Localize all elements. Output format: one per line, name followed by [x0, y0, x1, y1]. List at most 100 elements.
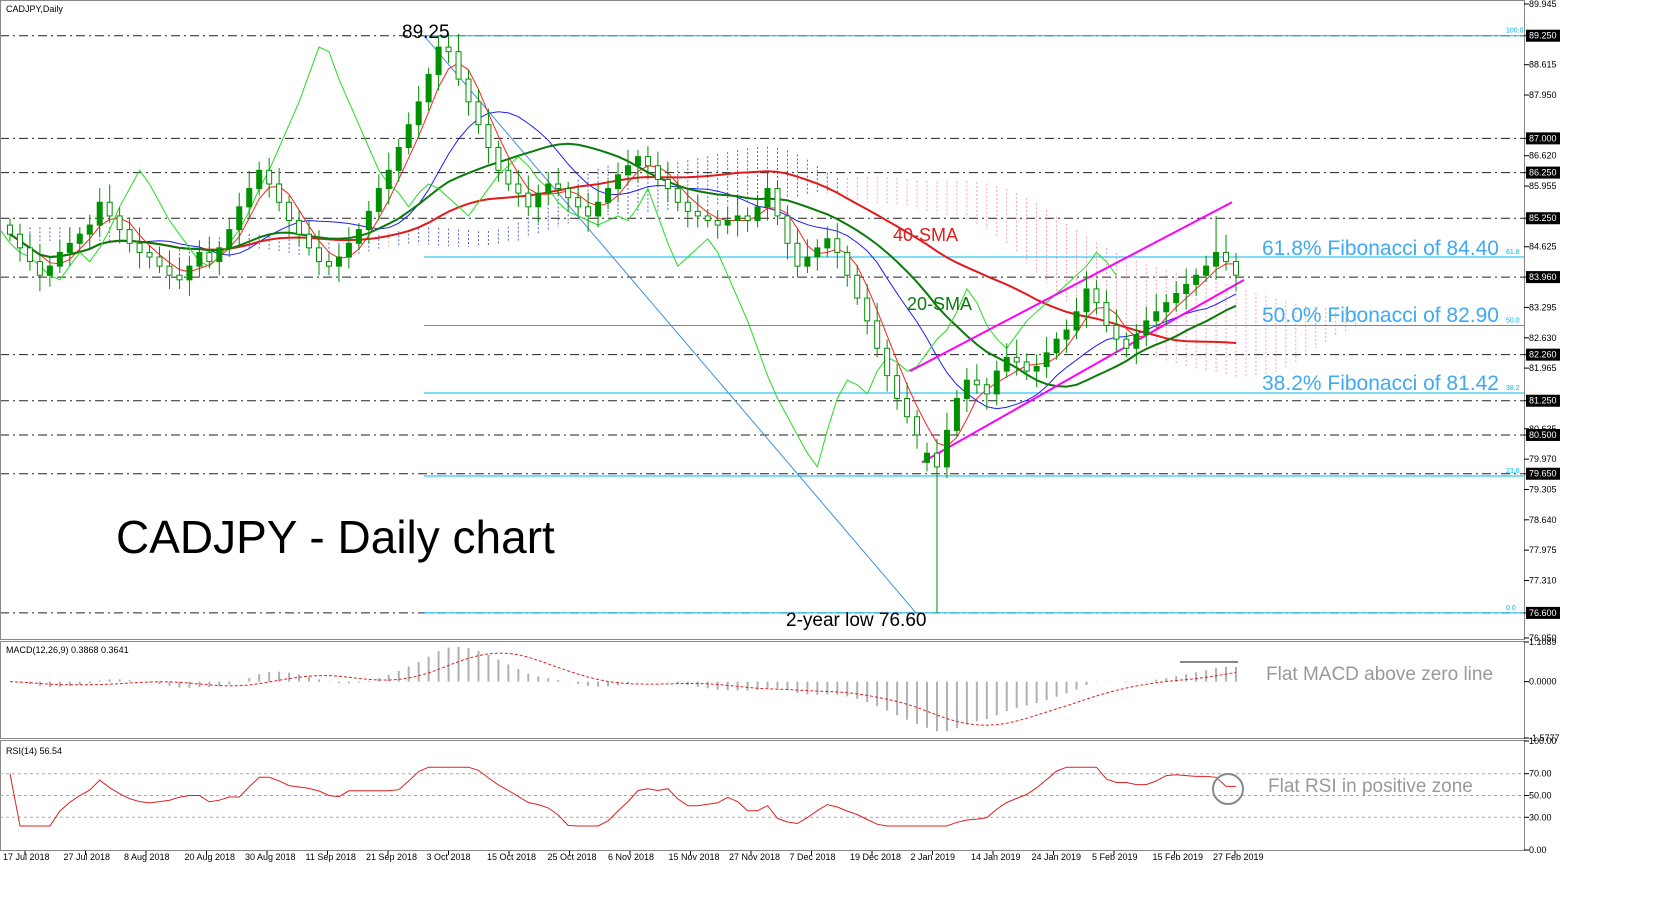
- candle-body: [196, 251, 203, 267]
- y-tick-label: 81.965: [1529, 363, 1557, 373]
- candle-body: [973, 379, 980, 386]
- candle-body: [774, 188, 781, 217]
- candle-body: [365, 210, 372, 231]
- candle-body: [226, 229, 233, 249]
- candle-body: [96, 201, 103, 226]
- y-tick-label: 89.945: [1529, 0, 1557, 9]
- x-tick-label: 21 Sep 2018: [366, 852, 417, 862]
- y-tick-highlight: [1526, 166, 1560, 179]
- x-tick-label: 14 Jan 2019: [971, 852, 1021, 862]
- candle-body: [26, 247, 33, 263]
- y-tick-label: 87.000: [1529, 133, 1557, 143]
- candle-body: [914, 416, 921, 436]
- candle-body: [116, 215, 123, 231]
- candle-body: [465, 78, 472, 103]
- macd-tick-label: 1.1089: [1529, 637, 1557, 647]
- candle-body: [615, 174, 622, 190]
- candle-body: [1203, 265, 1210, 276]
- y-tick-label: 81.250: [1529, 396, 1557, 406]
- rsi-tick-label: 30.00: [1529, 812, 1552, 822]
- candle-body: [1093, 288, 1100, 304]
- candle-body: [46, 265, 53, 276]
- candle-body: [824, 238, 831, 249]
- lagging-span: [0, 46, 1117, 469]
- candle-body: [375, 188, 382, 212]
- candle-body: [744, 215, 751, 222]
- candle-body: [425, 73, 432, 103]
- candle-body: [335, 256, 342, 267]
- y-tick-label: 76.050: [1529, 633, 1557, 643]
- candle-body: [1223, 251, 1230, 263]
- y-tick-label: 85.250: [1529, 213, 1557, 223]
- candle-body: [1013, 356, 1020, 363]
- y-tick-label: 87.950: [1529, 90, 1557, 100]
- candle-body: [1133, 334, 1140, 349]
- x-tick-label: 11 Sep 2018: [306, 852, 356, 862]
- y-tick-highlight: [1526, 212, 1560, 225]
- candle-body: [36, 261, 43, 276]
- candle-body: [1193, 274, 1200, 285]
- candle-body: [784, 215, 791, 244]
- candle-body: [445, 46, 452, 53]
- candle-body: [764, 188, 771, 208]
- candle-body: [1113, 324, 1120, 340]
- candle-body: [834, 238, 841, 253]
- candle-body: [664, 178, 671, 190]
- candle-body: [405, 124, 412, 148]
- sma20-line: [9, 142, 1237, 388]
- candle-body: [66, 242, 73, 253]
- candle-body: [644, 156, 651, 167]
- candle-body: [395, 146, 402, 171]
- fib-382-label: 38.2% Fibonacci of 81.42: [1262, 372, 1499, 395]
- candle-body: [624, 165, 631, 176]
- y-tick-highlight: [1526, 394, 1560, 407]
- candle-body: [874, 320, 881, 349]
- y-tick-label: 80.635: [1529, 424, 1557, 434]
- candle-body: [136, 242, 143, 253]
- x-tick-label: 27 Nov 2018: [729, 852, 780, 862]
- rsi-tick-label: 50.00: [1529, 791, 1552, 801]
- fib-50-label: 50.0% Fibonacci of 82.90: [1262, 304, 1499, 327]
- candle-body: [455, 51, 462, 80]
- y-tick-label: 79.970: [1529, 454, 1557, 464]
- x-tick-label: 25 Oct 2018: [548, 852, 597, 862]
- x-tick-label: 3 Oct 2018: [427, 852, 471, 862]
- kijun-line: [9, 111, 1237, 410]
- x-tick-label: 15 Nov 2018: [669, 852, 720, 862]
- candle-body: [1073, 311, 1080, 331]
- x-tick-label: 30 Aug 2018: [245, 852, 296, 862]
- fib-618-label: 61.8% Fibonacci of 84.40: [1262, 237, 1499, 260]
- candle-body: [555, 183, 562, 190]
- candle-body: [684, 201, 691, 212]
- x-tick-label: 20 Aug 2018: [185, 852, 236, 862]
- candle-body: [595, 201, 602, 217]
- candle-body: [894, 375, 901, 399]
- y-tick-label: 79.650: [1529, 469, 1557, 479]
- candle-body: [814, 247, 821, 258]
- candle-body: [415, 101, 422, 126]
- rsi-note: Flat RSI in positive zone: [1268, 776, 1473, 797]
- candle-body: [724, 220, 731, 226]
- candle-body: [286, 201, 293, 222]
- fib-trend-line: [423, 35, 917, 614]
- candle-body: [704, 215, 711, 222]
- candle-body: [545, 183, 552, 194]
- candle-body: [126, 229, 133, 244]
- candle-body: [266, 169, 273, 185]
- rsi-tick-label: 100.00: [1529, 736, 1557, 746]
- candle-body: [236, 206, 243, 231]
- candle-body: [515, 183, 522, 194]
- y-tick-label: 82.630: [1529, 333, 1557, 343]
- high-label: 89.25: [402, 22, 450, 43]
- candle-body: [714, 220, 721, 226]
- x-tick-label: 8 Aug 2018: [124, 852, 170, 862]
- y-tick-label: 83.295: [1529, 302, 1557, 312]
- y-tick-label: 86.250: [1529, 168, 1557, 178]
- candle-body: [933, 452, 940, 468]
- rsi-line: [9, 766, 1236, 827]
- y-tick-highlight: [1526, 271, 1560, 284]
- candle-body: [1043, 352, 1050, 368]
- y-tick-highlight: [1526, 606, 1560, 619]
- chart-title: CADJPY - Daily chart: [116, 511, 555, 563]
